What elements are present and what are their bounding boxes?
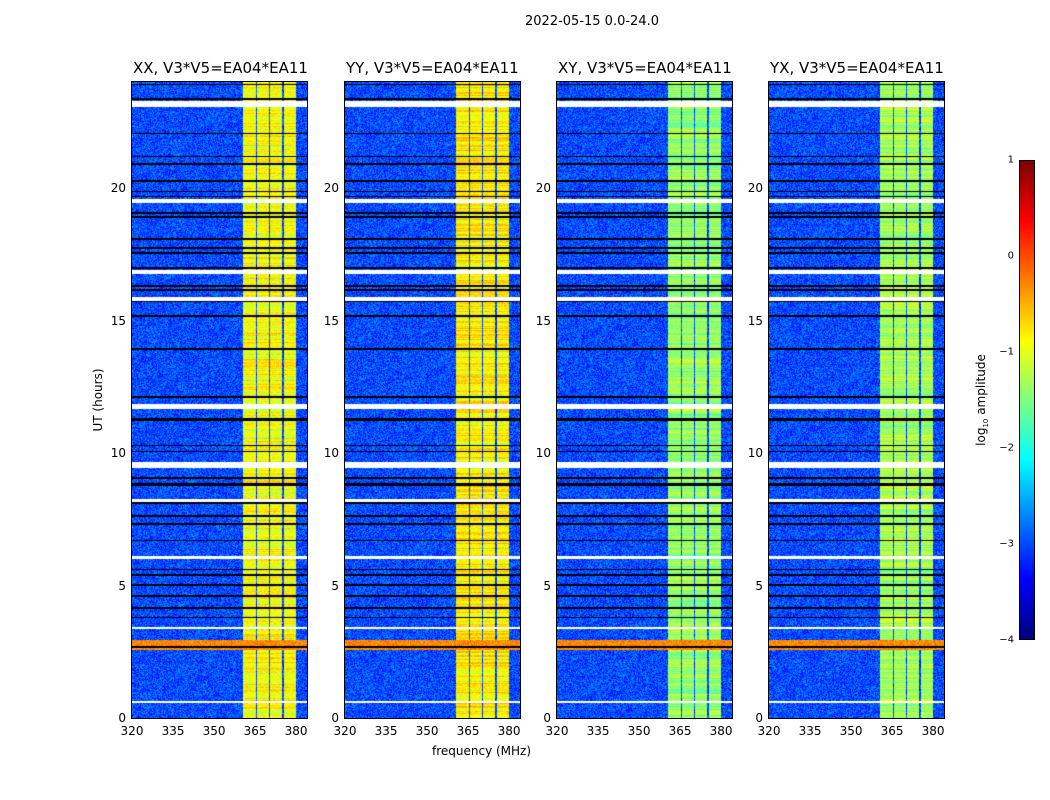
- panel-title: YY, V3*V5=EA04*EA11: [346, 59, 519, 77]
- colorbar-label: log10 amplitude: [973, 354, 991, 446]
- y-tick-label: 0: [118, 711, 126, 725]
- x-tick-label: 380: [497, 724, 521, 738]
- x-tick-label: 320: [757, 724, 781, 738]
- x-tick-label: 320: [120, 724, 144, 738]
- x-tick-label: 365: [456, 724, 480, 738]
- y-tick-label: 15: [535, 313, 551, 328]
- y-tick-label: 15: [110, 313, 126, 328]
- colorbar-tick-label: −1: [999, 346, 1014, 358]
- y-tick-label: 5: [118, 578, 126, 593]
- y-tick-label: 0: [543, 711, 551, 725]
- y-tick-label: 20: [535, 181, 551, 195]
- x-tick-label: 380: [921, 724, 945, 738]
- x-tick-label: 350: [202, 724, 226, 738]
- y-axis-label: UT (hours): [91, 368, 105, 432]
- spectrogram-panel: [768, 81, 945, 719]
- x-axis-label: frequency (MHz): [432, 744, 532, 758]
- x-tick-label: 335: [374, 724, 398, 738]
- y-tick-label: 0: [331, 711, 339, 725]
- colorbar: [1019, 160, 1035, 640]
- x-tick-label: 320: [333, 724, 357, 738]
- y-tick-label: 10: [747, 446, 763, 460]
- spectrogram-heatmap: [132, 82, 307, 718]
- y-tick-label: 10: [110, 446, 126, 460]
- y-tick-label: 15: [323, 313, 339, 328]
- panel-title: XY, V3*V5=EA04*EA11: [558, 59, 732, 77]
- y-tick-label: 10: [535, 446, 551, 460]
- x-tick-label: 380: [709, 724, 733, 738]
- y-tick-label: 10: [323, 446, 339, 460]
- figure-title: 2022-05-15 0.0-24.0: [525, 14, 659, 29]
- colorbar-tick-label: 1: [1007, 154, 1014, 166]
- y-tick-label: 15: [747, 313, 763, 328]
- spectrogram-panel: [344, 81, 521, 719]
- x-tick-label: 335: [798, 724, 822, 738]
- x-tick-label: 320: [545, 724, 569, 738]
- panel-title: XX, V3*V5=EA04*EA11: [133, 59, 308, 77]
- x-tick-label: 365: [243, 724, 267, 738]
- colorbar-tick-label: −3: [999, 538, 1014, 550]
- x-tick-label: 350: [839, 724, 863, 738]
- x-tick-label: 335: [586, 724, 610, 738]
- x-tick-label: 350: [415, 724, 439, 738]
- colorbar-tick-label: −2: [999, 442, 1014, 454]
- y-tick-label: 20: [747, 181, 763, 195]
- spectrogram-panel: [131, 81, 308, 719]
- spectrogram-heatmap: [345, 82, 520, 718]
- x-tick-label: 350: [627, 724, 651, 738]
- spectrogram-heatmap: [557, 82, 732, 718]
- y-tick-label: 5: [331, 578, 339, 593]
- y-tick-label: 20: [110, 181, 126, 195]
- x-tick-label: 335: [161, 724, 185, 738]
- colorbar-tick-label: −4: [999, 634, 1014, 646]
- y-tick-label: 20: [323, 181, 339, 195]
- spectrogram-heatmap: [769, 82, 944, 718]
- y-tick-label: 5: [755, 578, 763, 593]
- x-tick-label: 380: [284, 724, 308, 738]
- x-tick-label: 365: [880, 724, 904, 738]
- spectrogram-panel: [556, 81, 733, 719]
- x-tick-label: 365: [668, 724, 692, 738]
- y-tick-label: 5: [543, 578, 551, 593]
- panel-title: YX, V3*V5=EA04*EA11: [770, 59, 944, 77]
- y-tick-label: 0: [755, 711, 763, 725]
- colorbar-tick-label: 0: [1007, 250, 1014, 262]
